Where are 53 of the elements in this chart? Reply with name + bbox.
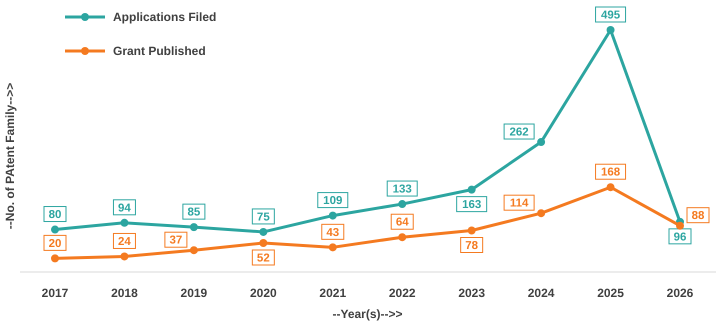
x-axis-title: --Year(s)-->> — [332, 307, 403, 321]
x-tick-label: 2018 — [111, 286, 138, 300]
point — [51, 254, 59, 262]
data-label: 20 — [48, 238, 62, 250]
data-label: 80 — [48, 209, 62, 222]
x-tick-label: 2020 — [250, 286, 278, 300]
data-label: 262 — [510, 126, 529, 139]
x-tick-label: 2026 — [666, 286, 694, 300]
data-label: 109 — [323, 195, 342, 208]
point — [676, 222, 684, 230]
data-label: 24 — [118, 236, 132, 248]
point — [190, 223, 198, 232]
y-axis-title: --No. of PAtent Family-->> — [3, 82, 17, 230]
data-label: 168 — [600, 166, 621, 179]
legend-label: Grant Published — [113, 44, 206, 58]
data-label: 133 — [392, 184, 412, 196]
data-label: 43 — [326, 226, 340, 239]
point — [120, 218, 128, 227]
x-tick-label: 2022 — [388, 286, 416, 300]
point — [468, 186, 476, 194]
point — [328, 212, 337, 220]
point — [537, 209, 546, 218]
point — [328, 243, 337, 252]
point — [606, 183, 615, 192]
data-label: 52 — [256, 252, 270, 264]
x-tick-label: 2024 — [528, 286, 555, 300]
data-label: 94 — [118, 202, 132, 214]
x-tick-label: 2023 — [458, 286, 486, 300]
point — [120, 252, 128, 260]
data-label: 78 — [465, 240, 479, 252]
point — [398, 233, 406, 242]
data-label: 88 — [692, 210, 705, 222]
data-label: 37 — [169, 234, 182, 247]
x-tick-label: 2021 — [319, 286, 346, 300]
point — [51, 226, 59, 234]
point — [606, 26, 615, 34]
x-tick-label: 2025 — [597, 286, 624, 300]
data-label: 163 — [462, 199, 482, 212]
x-tick-label: 2019 — [180, 286, 208, 300]
data-label: 75 — [256, 211, 270, 224]
data-label: 114 — [510, 198, 529, 210]
x-tick-label: 2017 — [42, 286, 69, 300]
legend-label: Applications Filed — [113, 10, 216, 24]
data-label: 85 — [187, 206, 201, 219]
point — [537, 138, 546, 146]
point — [468, 226, 476, 234]
data-label: 64 — [396, 216, 410, 229]
point — [259, 239, 268, 247]
point — [259, 228, 268, 236]
point — [190, 246, 198, 254]
data-label: 495 — [600, 10, 621, 22]
data-label: 96 — [674, 231, 686, 244]
point — [398, 200, 406, 208]
